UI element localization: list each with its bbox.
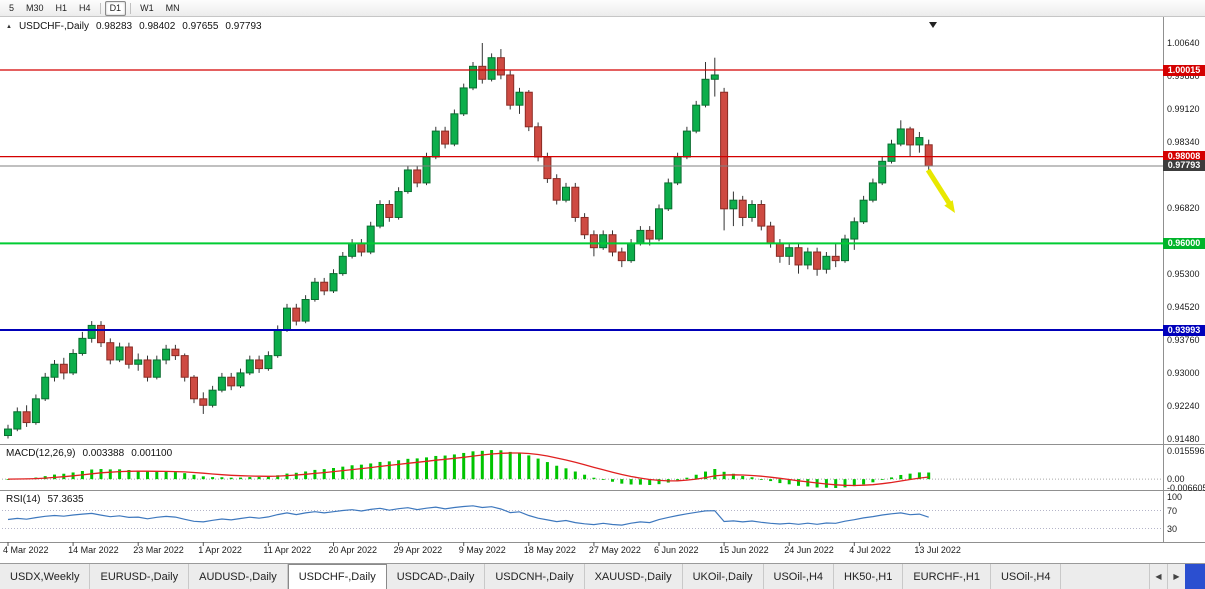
macd-signal-value: 0.001100 <box>131 448 173 459</box>
chart-tab-ukoil-daily[interactable]: UKOil-,Daily <box>682 564 764 589</box>
y-axis-label: 0.92240 <box>1167 400 1200 411</box>
rsi-axis-label: 100 <box>1167 492 1183 502</box>
chart-tab-hk50-h1[interactable]: HK50-,H1 <box>834 564 904 589</box>
y-axis-label: 0.95300 <box>1167 268 1200 279</box>
x-axis-label: 24 Jun 2022 <box>784 545 834 555</box>
ohlc-close: 0.97793 <box>225 21 262 32</box>
price-level-badge: 1.00015 <box>1163 64 1205 76</box>
macd-axis-label: 0.00 <box>1167 474 1185 485</box>
x-axis-label: 20 Apr 2022 <box>328 545 378 555</box>
macd-main-value: 0.003388 <box>82 448 125 459</box>
tab-scroll-left-button[interactable]: ◀ <box>1149 564 1167 589</box>
x-axis-label: 6 Jun 2022 <box>654 545 699 555</box>
x-axis-label: 18 May 2022 <box>523 545 576 555</box>
x-axis-label: 23 Mar 2022 <box>133 545 184 555</box>
x-axis-label: 9 May 2022 <box>458 545 506 555</box>
macd-axis-label: -0.006605 <box>1167 483 1205 493</box>
y-axis-label: 0.94520 <box>1167 302 1200 313</box>
rsi-indicator-label: RSI(14) 57.3635 <box>6 494 84 505</box>
chart-tab-bar: USDX,Weekly EURUSD-,Daily AUDUSD-,Daily USD… <box>0 563 1205 589</box>
x-axis-ticks <box>7 542 920 546</box>
price-level-badge: 0.97793 <box>1163 160 1205 172</box>
y-axis-label: 0.99120 <box>1167 103 1200 114</box>
chart-symbol-label: USDCHF-,Daily <box>18 21 89 32</box>
toolbar-separator <box>130 2 132 14</box>
timeframe-button-w1[interactable]: W1 <box>140 2 154 13</box>
y-axis-label: 0.99880 <box>1167 70 1200 81</box>
timeframe-button-mn[interactable]: MN <box>165 2 180 13</box>
chart-tab-usdx-weekly[interactable]: USDX,Weekly <box>0 564 91 589</box>
ohlc-low: 0.97655 <box>182 21 219 32</box>
price-level-badge: 0.96000 <box>1163 237 1205 249</box>
y-axis-label: 1.00640 <box>1167 38 1200 48</box>
y-axis-label: 0.93760 <box>1167 335 1200 346</box>
timeframe-button-h1[interactable]: H1 <box>55 2 68 13</box>
chart-tab-usdchf-daily[interactable]: USDCHF-,Daily <box>287 564 387 589</box>
chart-tab-usoil-h4[interactable]: USOil-,H4 <box>763 564 835 589</box>
rsi-axis-label: 70 <box>1167 505 1178 516</box>
x-axis-label: 29 Apr 2022 <box>393 545 443 555</box>
rsi-value: 57.3635 <box>47 494 84 505</box>
tabbar-spacer <box>1061 564 1149 589</box>
macd-indicator <box>2 450 1163 488</box>
trend-arrow-annotation[interactable] <box>925 168 955 213</box>
pane-separators <box>0 17 1205 543</box>
toolbar-separator <box>99 2 101 14</box>
tab-scroll-right-button[interactable]: ▶ <box>1167 564 1185 589</box>
rsi-axis-label: 30 <box>1167 523 1178 534</box>
timeframe-button-m30[interactable]: M30 <box>26 2 44 13</box>
candlesticks <box>4 43 933 439</box>
x-axis-label: 13 Jul 2022 <box>914 545 961 555</box>
chart-tab-eurusd-daily[interactable]: EURUSD-,Daily <box>90 564 190 589</box>
price-level-badge: 0.98008 <box>1163 151 1205 163</box>
rsi-name: RSI(14) <box>6 494 41 505</box>
horizontal-level-lines <box>0 69 1163 332</box>
y-axis-label: 0.93000 <box>1167 367 1200 378</box>
y-axis-label: 0.96820 <box>1167 202 1200 213</box>
collapse-icon[interactable]: ▲ <box>6 23 12 30</box>
chart-tab-usdcnh-daily[interactable]: USDCNH-,Daily <box>485 564 585 589</box>
chart-shift-marker-icon <box>929 22 937 28</box>
rsi-indicator <box>2 505 1163 529</box>
y-axis-label: 0.91480 <box>1167 433 1200 444</box>
macd-axis-label: 0.015596 <box>1167 446 1205 456</box>
chart-tab-xauusd-daily[interactable]: XAUUSD-,Daily <box>584 564 683 589</box>
chart-tabs: USDX,Weekly EURUSD-,Daily AUDUSD-,Daily USD… <box>0 564 1062 589</box>
timeframe-toolbar: 5 M30 H1 H4 D1 W1 MN <box>0 0 1205 17</box>
price-level-badge: 0.93993 <box>1163 324 1205 336</box>
macd-name: MACD(12,26,9) <box>6 448 76 459</box>
chart-tab-eurchf-h1[interactable]: EURCHF-,H1 <box>903 564 991 589</box>
x-axis-label: 11 Apr 2022 <box>263 545 312 555</box>
timeframe-button-5[interactable]: 5 <box>9 2 15 13</box>
timeframe-buttons: 5 M30 H1 H4 D1 W1 MN <box>3 0 186 16</box>
x-axis-label: 27 May 2022 <box>588 545 641 555</box>
ohlc-open: 0.98283 <box>95 21 133 32</box>
chart-tab-usdcad-daily[interactable]: USDCAD-,Daily <box>386 564 486 589</box>
tabbar-corner-accent <box>1185 564 1205 589</box>
ohlc-high: 0.98402 <box>139 21 176 32</box>
macd-indicator-label: MACD(12,26,9) 0.003388 0.001100 <box>6 448 172 459</box>
chart-title: ▲ USDCHF-,Daily 0.98283 0.98402 0.97655 … <box>6 21 262 32</box>
x-axis-label: 4 Jul 2022 <box>849 545 891 555</box>
y-axis-label: 0.98340 <box>1167 137 1200 148</box>
timeframe-button-h4[interactable]: H4 <box>79 2 91 13</box>
timeframe-button-d1[interactable]: D1 <box>104 0 127 16</box>
chart-tab-usoil-h4[interactable]: USOil-,H4 <box>990 564 1062 589</box>
x-axis-label: 4 Mar 2022 <box>3 545 49 555</box>
x-axis-label: 1 Apr 2022 <box>198 545 242 555</box>
chart-tab-audusd-daily[interactable]: AUDUSD-,Daily <box>189 564 288 589</box>
x-axis-label: 15 Jun 2022 <box>719 545 769 555</box>
x-axis-label: 14 Mar 2022 <box>68 545 119 555</box>
